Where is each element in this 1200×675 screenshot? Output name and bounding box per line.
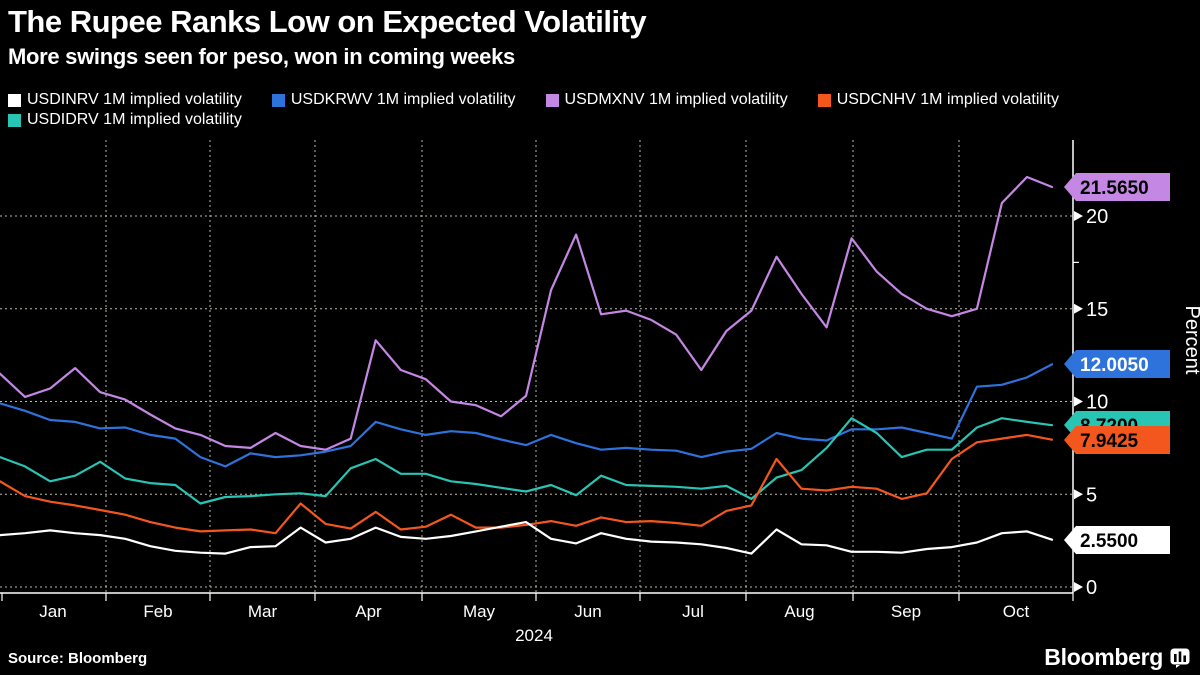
legend-label: USDMXNV 1M implied volatility [564,91,788,108]
legend-item-usdinrv: USDINRV 1M implied volatility [8,90,242,110]
y-tick-arrow-5 [1074,489,1083,500]
x-month-label-Mar: Mar [248,602,278,621]
legend-swatch [545,93,559,107]
y-axis-title: Percent [1181,306,1200,375]
last-value-label-usdcnhv: 7.9425 [1080,431,1139,452]
bloomberg-logo: Bloomberg [1044,644,1190,671]
x-month-label-Jul: Jul [682,602,704,621]
chart-title: The Rupee Ranks Low on Expected Volatili… [8,4,647,39]
legend-swatch [8,113,21,127]
chart-subtitle: More swings seen for peso, won in coming… [8,44,515,69]
series-line-usdcnhv [0,433,1054,535]
x-month-label-May: May [463,602,496,621]
y-tick-label-5: 5 [1086,484,1097,506]
series-line-usdmxnv [0,175,1054,451]
series-line-usdinrv [0,520,1054,555]
x-year-label: 2024 [515,626,553,645]
x-month-label-Jun: Jun [574,602,601,621]
legend: USDINRV 1M implied volatility USDKRWV 1M … [8,90,1178,130]
x-month-label-Oct: Oct [1003,602,1030,621]
y-tick-arrow-15 [1074,303,1083,314]
bloomberg-logo-text: Bloomberg [1044,644,1163,670]
y-tick-label-15: 15 [1086,299,1108,321]
last-value-label-usdkrwv: 12.0050 [1080,355,1149,376]
y-tick-arrow-20 [1074,211,1083,221]
legend-item-usdidrv: USDIDRV 1M implied volatility [8,110,242,130]
legend-label: USDKRWV 1M implied volatility [290,91,516,108]
y-tick-label-10: 10 [1086,392,1108,414]
last-value-label-usdmxnv: 21.5650 [1080,178,1149,199]
x-month-label-Sep: Sep [891,602,921,621]
source-note: Source: Bloomberg [8,650,148,667]
legend-swatch [817,93,831,107]
x-month-label-Feb: Feb [143,602,172,621]
legend-item-usdcnhv: USDCNHV 1M implied volatility [817,90,1059,110]
last-value-badge-usdkrwv [1064,350,1170,378]
legend-label: USDINRV 1M implied volatility [27,91,242,108]
x-month-label-Aug: Aug [784,602,814,621]
series-line-usdkrwv [0,363,1054,468]
y-tick-arrow-0 [1074,582,1083,592]
legend-swatch [8,93,21,107]
series-line-usdidrv [0,417,1054,505]
y-tick-label-0: 0 [1086,577,1097,599]
legend-label: USDCNHV 1M implied volatility [836,91,1059,108]
legend-label: USDIDRV 1M implied volatility [27,111,242,128]
last-value-badge-usdcnhv [1064,426,1170,454]
y-tick-label-20: 20 [1086,206,1108,228]
last-value-badge-usdmxnv [1064,173,1170,201]
x-month-label-Apr: Apr [355,602,382,621]
legend-item-usdkrwv: USDKRWV 1M implied volatility [271,90,516,110]
last-value-label-usdinrv: 2.5500 [1080,531,1138,552]
legend-swatch [271,93,285,107]
last-value-badge-usdinrv [1064,526,1170,554]
x-month-label-Jan: Jan [39,602,66,621]
bloomberg-logo-icon [1170,648,1190,668]
y-tick-arrow-10 [1074,396,1083,407]
legend-item-usdmxnv: USDMXNV 1M implied volatility [545,90,788,110]
